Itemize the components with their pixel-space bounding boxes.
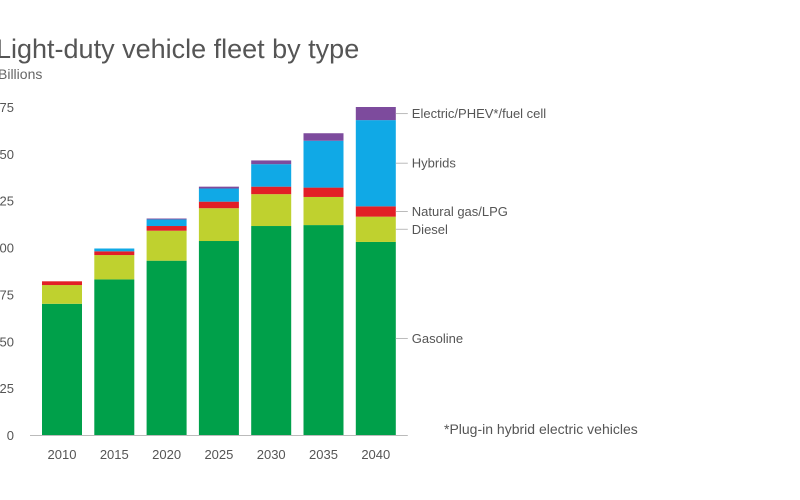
legend-item: Diesel: [395, 222, 448, 237]
bar-segment-diesel-2010: [42, 285, 82, 304]
bar-segment-hybrids-2030: [251, 164, 292, 187]
bar-segment-natural-gas-lpg-2010: [42, 281, 82, 286]
legend-label: Hybrids: [412, 156, 457, 171]
bar-segment-gasoline-2040: [355, 241, 396, 435]
x-tick-label: 2010: [48, 447, 77, 462]
y-tick-label: .75: [0, 287, 14, 302]
bar-segment-natural-gas-lpg-2020: [146, 226, 187, 231]
bar-segment-diesel-2030: [251, 194, 292, 227]
y-tick-label: 1.50: [0, 147, 14, 162]
bar-segment-natural-gas-lpg-2040: [355, 206, 396, 217]
y-tick-label: 1.25: [0, 194, 14, 209]
y-tick-label: 0: [7, 428, 14, 443]
y-tick-label: .25: [0, 381, 14, 396]
bar-stack-2040: [355, 107, 396, 435]
bar-segment-natural-gas-lpg-2025: [198, 201, 239, 209]
x-tick-label: 2030: [257, 447, 286, 462]
bar-segment-electric-phev-fuel-cell-2040: [355, 107, 396, 121]
bar-stack-2035: [303, 133, 344, 435]
legend-item: Natural gas/LPG: [395, 204, 508, 219]
bar-stacks: [42, 107, 396, 435]
x-axis-ticks: 2010 2015 2020 2025 2030 2035 2040: [48, 447, 391, 462]
x-tick-label: 2015: [100, 447, 129, 462]
bar-segment-gasoline-2020: [146, 260, 187, 435]
bar-segment-electric-phev-fuel-cell-2030: [251, 160, 292, 165]
bar-segment-diesel-2020: [146, 230, 187, 261]
legend-label: Electric/PHEV*/fuel cell: [412, 106, 546, 121]
x-tick-label: 2020: [152, 447, 181, 462]
bar-segment-hybrids-2025: [198, 188, 239, 202]
bar-segment-gasoline-2035: [303, 225, 344, 435]
bar-segment-diesel-2040: [355, 216, 396, 242]
bar-segment-gasoline-2010: [42, 303, 82, 435]
bar-segment-gasoline-2015: [94, 279, 135, 435]
bar-segment-electric-phev-fuel-cell-2020: [146, 218, 187, 220]
x-tick-label: 2035: [309, 447, 338, 462]
y-tick-label: .50: [0, 334, 14, 349]
bar-segment-diesel-2015: [94, 255, 135, 280]
legend-label: Gasoline: [412, 331, 463, 346]
legend-label: Diesel: [412, 222, 448, 237]
legend-item: Electric/PHEV*/fuel cell: [395, 106, 546, 121]
legend-label: Natural gas/LPG: [412, 204, 508, 219]
bar-segment-hybrids-2040: [355, 120, 396, 207]
bar-segment-diesel-2025: [198, 208, 239, 242]
bar-segment-hybrids-2015: [94, 248, 135, 252]
bar-segment-electric-phev-fuel-cell-2025: [198, 186, 239, 189]
bar-segment-natural-gas-lpg-2015: [94, 251, 135, 256]
y-tick-label: 1.00: [0, 241, 14, 256]
bar-segment-natural-gas-lpg-2030: [251, 186, 292, 195]
bar-segment-electric-phev-fuel-cell-2035: [303, 133, 344, 141]
bar-stack-2030: [251, 160, 292, 435]
bar-segment-gasoline-2025: [198, 241, 239, 435]
y-tick-label: 1.75: [0, 100, 14, 115]
bar-stack-2020: [146, 218, 187, 435]
bar-segment-hybrids-2020: [146, 219, 187, 227]
bar-segment-natural-gas-lpg-2035: [303, 187, 344, 197]
legend-item: Hybrids: [395, 156, 457, 171]
legend-item: Gasoline: [395, 331, 463, 346]
x-tick-label: 2025: [204, 447, 233, 462]
y-axis-ticks: 0 .25 .50 .75 1.00 1.25 1.50 1.75: [0, 100, 14, 443]
bar-segment-diesel-2035: [303, 196, 344, 226]
bar-segment-hybrids-2035: [303, 140, 344, 188]
bar-stack-2025: [198, 186, 239, 435]
y-axis-label: Billions: [0, 66, 43, 82]
bar-stack-2015: [94, 248, 135, 435]
legend: Gasoline Diesel Natural gas/LPG Hybrids Elec…: [395, 106, 546, 346]
footnote: *Plug-in hybrid electric vehicles: [444, 421, 638, 437]
chart-title: Light-duty vehicle fleet by type: [0, 34, 360, 64]
bar-stack-2010: [42, 281, 82, 435]
bar-segment-gasoline-2030: [251, 226, 292, 435]
x-tick-label: 2040: [361, 447, 390, 462]
